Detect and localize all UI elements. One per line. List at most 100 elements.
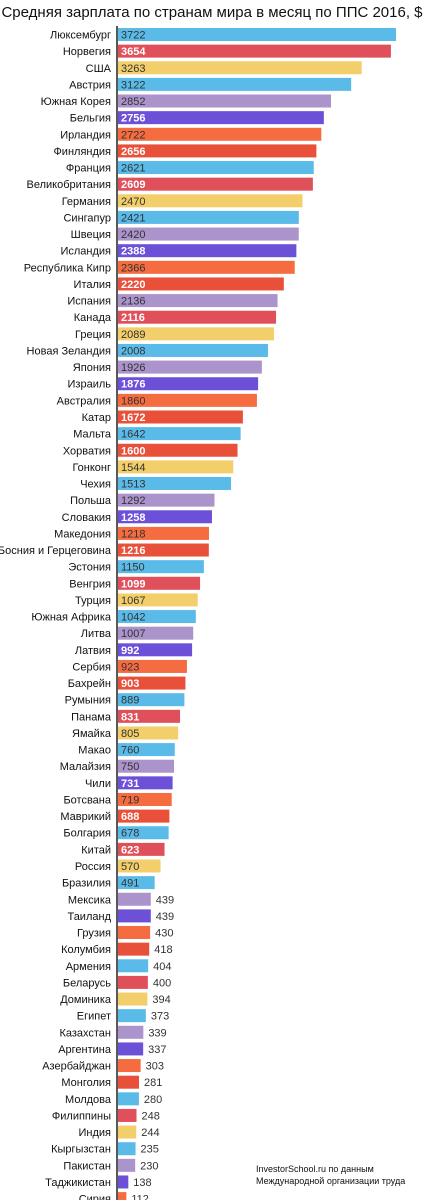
bar	[118, 1025, 144, 1039]
value-label: 805	[121, 728, 139, 740]
category-label: Азербайджан	[42, 1061, 111, 1073]
value-label: 2008	[121, 345, 145, 357]
bar	[118, 643, 193, 657]
category-label: Беларусь	[63, 977, 111, 989]
value-label: 731	[121, 778, 139, 790]
bar	[118, 759, 175, 773]
value-label: 138	[133, 1177, 151, 1189]
value-label: 2388	[121, 246, 145, 258]
value-label: 831	[121, 711, 139, 723]
value-label: 2420	[121, 229, 145, 241]
bar	[118, 161, 314, 175]
category-label: Маврикий	[60, 811, 111, 823]
category-label: Сингапур	[63, 212, 111, 224]
value-label: 1216	[121, 545, 145, 557]
bar	[118, 28, 396, 41]
chart-title: Средняя зарплата по странам мира в месяц…	[1, 4, 423, 21]
value-label: 2116	[121, 312, 145, 324]
category-label: Филиппины	[52, 1110, 111, 1122]
value-label: 570	[121, 861, 139, 873]
bar	[118, 809, 170, 823]
category-label: Бельгия	[70, 113, 111, 125]
bar	[118, 327, 275, 341]
bar	[118, 410, 243, 424]
value-label: 248	[142, 1110, 160, 1122]
value-label: 2722	[121, 129, 145, 141]
value-label: 2421	[121, 212, 145, 224]
bar	[118, 526, 209, 540]
bar	[118, 1175, 129, 1189]
bar	[118, 726, 179, 740]
category-label: Панама	[71, 711, 112, 723]
bar	[118, 576, 201, 590]
bar	[118, 743, 175, 757]
category-label: Испания	[67, 296, 111, 308]
bar	[118, 111, 324, 125]
category-label: Доминика	[60, 994, 112, 1006]
value-label: 2609	[121, 179, 145, 191]
bar	[118, 443, 238, 457]
bar	[118, 1009, 146, 1023]
bar	[118, 975, 148, 989]
bar	[118, 992, 148, 1006]
bar	[118, 942, 150, 956]
category-label: Греция	[75, 329, 111, 341]
bar	[118, 94, 332, 108]
bar	[118, 776, 173, 790]
category-label: Финляндия	[53, 146, 111, 158]
value-label: 1150	[121, 562, 145, 574]
value-label: 400	[153, 977, 171, 989]
bar	[118, 909, 151, 923]
category-label: Эстония	[68, 562, 111, 574]
category-label: Швеция	[71, 229, 111, 241]
bar	[118, 260, 295, 274]
category-label: Индия	[78, 1127, 111, 1139]
bar	[118, 61, 362, 75]
bar	[118, 144, 317, 158]
value-label: 1218	[121, 528, 145, 540]
bar	[118, 294, 278, 308]
value-label: 750	[121, 761, 139, 773]
category-label: Россия	[75, 861, 111, 873]
category-label: Люксембург	[50, 30, 111, 42]
category-label: Венгрия	[69, 578, 111, 590]
bar	[118, 709, 181, 723]
bar	[118, 543, 209, 557]
value-label: 1067	[121, 595, 145, 607]
category-label: Чехия	[80, 479, 111, 491]
category-label: Чили	[85, 778, 111, 790]
bar	[118, 460, 234, 474]
category-label: Таиланд	[67, 911, 111, 923]
bar	[118, 1108, 137, 1122]
category-label: Словакия	[62, 512, 111, 524]
bar	[118, 1192, 127, 1200]
category-label: Молдова	[65, 1094, 112, 1106]
value-label: 1292	[121, 495, 145, 507]
bar	[118, 177, 313, 191]
category-label: Бахрейн	[68, 678, 111, 690]
category-label: Малайзия	[60, 761, 111, 773]
bar	[118, 610, 196, 624]
category-label: Египет	[77, 1011, 111, 1023]
bar	[118, 477, 232, 491]
value-label: 1099	[121, 578, 145, 590]
value-label: 889	[121, 695, 139, 707]
source-note-line-1: InvestorSchool.ru по данным	[256, 1164, 374, 1174]
category-label: Ямайка	[72, 728, 112, 740]
category-label: Республика Кипр	[24, 262, 111, 274]
bar	[118, 210, 299, 224]
bar	[118, 1142, 136, 1156]
bar	[118, 842, 165, 856]
value-label: 2136	[121, 296, 145, 308]
category-label: Кыргызстан	[51, 1144, 111, 1156]
category-label: Литва	[81, 628, 112, 640]
value-label: 1642	[121, 429, 145, 441]
category-label: Грузия	[77, 928, 111, 940]
category-label: Австрия	[69, 79, 111, 91]
category-label: Австралия	[57, 395, 111, 407]
category-label: Польша	[70, 495, 112, 507]
source-note: InvestorSchool.ru по данным Международно…	[256, 1163, 421, 1187]
category-label: Исландия	[60, 246, 111, 258]
category-label: Латвия	[75, 645, 111, 657]
